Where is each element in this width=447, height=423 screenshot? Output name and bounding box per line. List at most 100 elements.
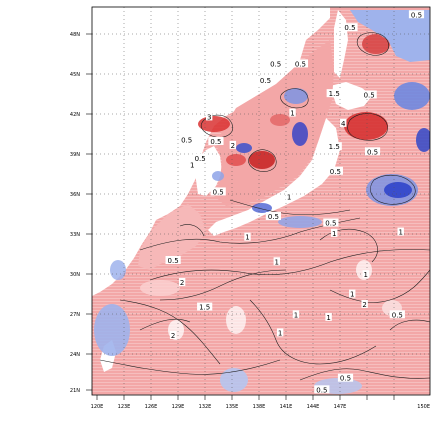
positive-hotspot-east <box>344 112 388 140</box>
lon-label: 138E <box>253 404 266 410</box>
lon-label: 120E <box>91 404 104 410</box>
negative-anomaly-korea-strait <box>212 171 224 181</box>
contour-label: 0.5 <box>268 213 279 221</box>
contour-label-bg <box>273 257 280 266</box>
contour-label: 0.5 <box>181 137 192 145</box>
contour-label-bg <box>397 227 404 236</box>
contour-label: 0.5 <box>392 311 403 319</box>
negative-anomaly-japan-sea-mid <box>236 143 252 153</box>
contour-label-bg <box>327 166 343 175</box>
contour-label-bg <box>192 153 208 162</box>
contour-label: 0.5 <box>364 91 375 99</box>
lat-label: 21N <box>70 388 80 394</box>
contour-label: 2 <box>180 279 184 287</box>
lon-label: 123E <box>118 404 131 410</box>
contour-label: 3 <box>207 113 211 121</box>
contour-label: 0.5 <box>411 11 422 19</box>
lat-label: 39N <box>70 152 80 158</box>
contour-label: 2 <box>362 301 366 309</box>
contour-label: 0.5 <box>295 60 306 68</box>
lat-label: 36N <box>70 192 80 198</box>
contour-label-bg <box>289 108 296 117</box>
contour-label: 0.5 <box>260 77 271 85</box>
contour-lines <box>99 32 430 381</box>
land-hokkaido <box>330 82 372 110</box>
contour-label-bg <box>210 187 226 196</box>
contour-label-bg <box>229 140 237 149</box>
lat-label: 27N <box>70 312 80 318</box>
contour-label: 0.5 <box>344 24 355 32</box>
contour-label: 1 <box>290 110 294 118</box>
contour-label: 1.5 <box>329 143 340 151</box>
contour-label: 4 <box>341 120 346 128</box>
lat-label: 30N <box>70 272 80 278</box>
graticule <box>92 7 430 395</box>
lon-label: 141E <box>280 404 293 410</box>
contour-label: 0.5 <box>340 375 351 383</box>
contour-label-bg <box>323 218 339 227</box>
contour-label: 2 <box>171 332 175 340</box>
contour-label: 0.5 <box>195 155 206 163</box>
lon-label: 150E <box>417 404 430 410</box>
contour-label: 1 <box>190 161 194 169</box>
contour-label: 1 <box>332 230 336 238</box>
contour-label-bg <box>389 310 405 319</box>
positive-hotspot-central <box>249 151 275 169</box>
contour-label-bg <box>165 255 181 264</box>
contour-label-bg <box>244 232 251 241</box>
light-patch-west <box>140 280 180 296</box>
latitude-axis: 48N 45N 42N 39N 36N 33N 30N 27N 24N 21N <box>70 32 92 394</box>
contour-label-bg <box>292 310 300 319</box>
contour-label: 0.5 <box>316 386 327 394</box>
contour-label: 1 <box>245 234 249 242</box>
contour-label-bg <box>292 59 309 68</box>
contour-label-bg <box>189 160 196 169</box>
strong-negative-off-honshu <box>384 182 412 198</box>
strong-negative-japan-sea <box>292 122 308 146</box>
lat-label: 45N <box>70 72 80 78</box>
contour-label-bg <box>208 137 224 146</box>
contour-label: 1 <box>287 194 291 202</box>
negative-anomaly-kuroshio <box>252 203 272 213</box>
lat-label: 42N <box>70 112 80 118</box>
contour-label-bg <box>361 90 377 99</box>
contour-label-bg <box>326 142 342 151</box>
lon-label: 144E <box>307 404 320 410</box>
negative-anomaly-china-coast <box>110 260 126 280</box>
lat-label: 24N <box>70 352 80 358</box>
contour-label-bg <box>325 312 332 321</box>
contour-label: 0.5 <box>168 257 179 265</box>
contour-label-bg <box>362 270 369 279</box>
contour-label-bg <box>326 89 342 98</box>
negative-anomaly-east-hokkaido <box>394 82 430 110</box>
contour-label-bg <box>340 118 347 127</box>
contour-label-bg <box>342 23 358 32</box>
contour-label: 1 <box>294 311 298 319</box>
contour-label-bg <box>265 212 281 221</box>
negative-anomaly-south-honshu <box>278 216 322 228</box>
contour-label: 0.5 <box>330 168 341 176</box>
lon-label: 135E <box>226 404 239 410</box>
lon-label: 129E <box>172 404 185 410</box>
contour-label: 1 <box>275 258 279 266</box>
positive-hotspot-central-west <box>226 154 246 166</box>
east-china-sea-field <box>138 204 206 270</box>
contour-label: 1 <box>278 329 282 337</box>
contour-label-bg <box>257 76 274 85</box>
contour-label: 1 <box>398 229 402 237</box>
contour-label: 2 <box>231 142 235 150</box>
lat-label: 33N <box>70 232 80 238</box>
strong-negative-east-edge <box>416 128 430 152</box>
contour-label-bg <box>331 228 338 237</box>
contour-label-bg <box>349 289 356 298</box>
contour-label: 0.5 <box>270 60 281 68</box>
negative-anomaly-taiwan-strait <box>94 304 130 356</box>
negative-anomaly-northeast <box>350 10 430 62</box>
contour-label-bg <box>179 135 195 144</box>
contour-label: 0.5 <box>325 219 336 227</box>
contour-label: 1 <box>350 291 354 299</box>
map-field <box>92 7 430 395</box>
contour-label: 1.5 <box>329 90 340 98</box>
contour-label: 1 <box>364 271 368 279</box>
